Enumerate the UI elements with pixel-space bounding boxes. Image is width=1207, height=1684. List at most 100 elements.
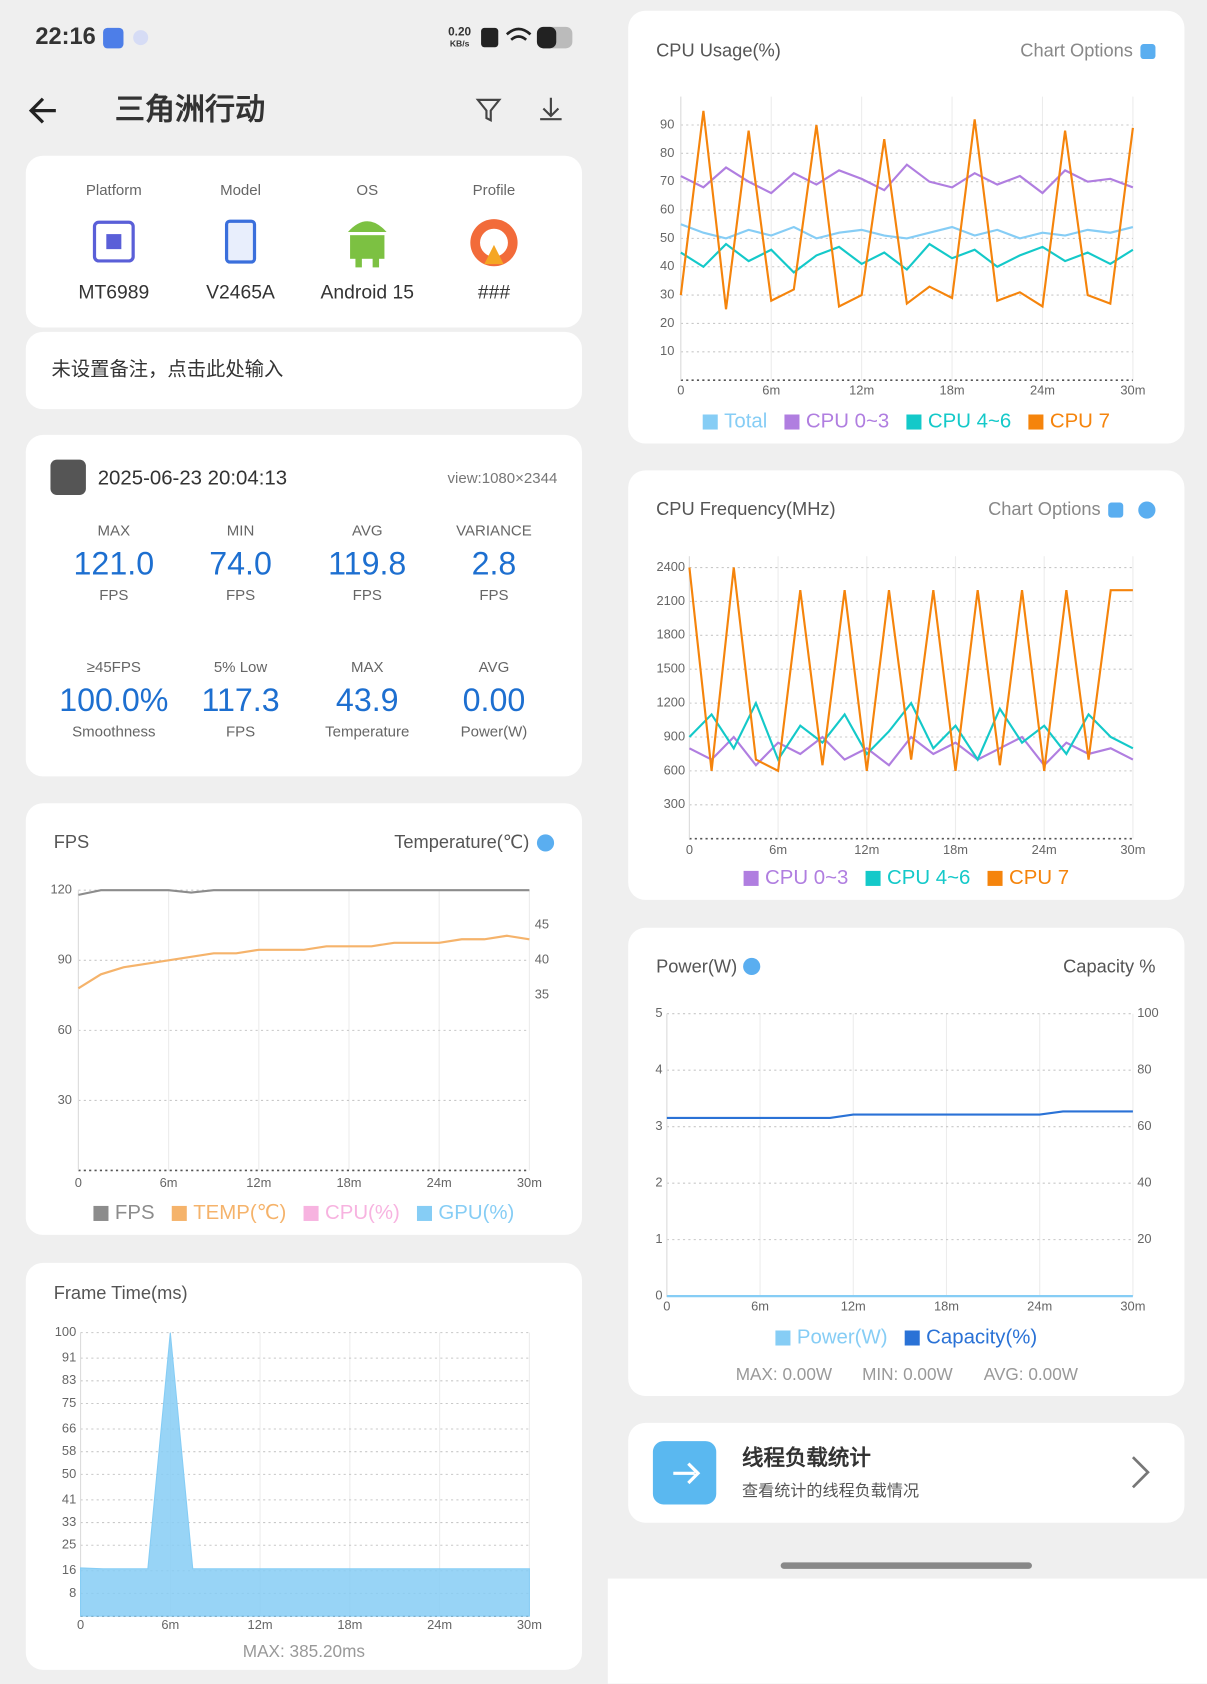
session-view: view:1080×2344 [448,470,558,487]
y-tick-label: 1500 [656,661,685,676]
stat-value: 119.8 [328,545,406,581]
series-line [77,934,530,990]
android-icon [372,257,380,268]
stat-unit: FPS [99,587,128,604]
legend-swatch [702,414,718,430]
y-tick-label: 70 [660,173,674,188]
options-icon[interactable] [1108,502,1124,518]
platform-icon [92,220,135,263]
stat-unit: Power(W) [461,723,528,740]
legend-swatch [906,414,922,430]
stat-unit: FPS [226,587,255,604]
y-tick-label: 2400 [656,559,685,574]
stat-label: 5% Low [214,659,268,676]
note-text[interactable]: 未设置备注，点击此处输入 [52,359,284,381]
x-tick-label: 30m [517,1175,542,1190]
switch-icon[interactable] [743,957,761,976]
legend-label: CPU(%) [325,1202,400,1224]
chart-title: CPU Frequency(MHz) [656,498,836,519]
series-line [78,889,530,896]
x-tick-label: 18m [943,842,968,857]
y-tick-label: 91 [62,1350,76,1365]
fps-card [25,803,583,1235]
android-icon [355,257,362,268]
y-tick-label: 1 [655,1231,662,1246]
x-tick-label: 0 [663,1298,670,1313]
stat-unit: FPS [226,723,255,740]
legend-label: TEMP(℃) [193,1202,286,1224]
options-icon[interactable] [1140,44,1156,60]
y-tick-label: 600 [664,762,685,777]
x-tick-label: 18m [337,1617,362,1632]
legend: FPS TEMP(℃) CPU(%) GPU(%) [93,1202,514,1224]
device-card [25,155,583,328]
legend-label: FPS [115,1202,155,1224]
stat-label: MAX [351,659,384,676]
x-tick-label: 12m [841,1298,866,1313]
chart-options[interactable]: Chart Options [1020,39,1133,60]
thread-title[interactable]: 线程负载统计 [742,1445,871,1470]
device-label: Profile [473,182,516,199]
y-tick-label: 41 [62,1491,76,1506]
x-tick-label: 6m [160,1175,178,1190]
x-tick-label: 6m [762,382,780,397]
stat-value: 0.00 [463,682,526,718]
stat-unit: Temperature [325,723,409,740]
status-icon [481,27,499,48]
legend-label: Power(W) [797,1326,888,1348]
download-button[interactable] [540,97,562,121]
y-tick-label: 1200 [656,695,685,710]
y-tick-label: 120 [50,882,71,897]
android-icon [347,221,387,232]
frame-max: MAX: 385.20ms [243,1641,365,1661]
back-button[interactable] [28,97,56,124]
chart-options[interactable]: Chart Options [988,498,1101,519]
y-tick-label: 90 [660,116,674,131]
platform-icon [106,234,122,250]
x-tick-label: 24m [1032,842,1057,857]
chevron[interactable] [1131,1456,1150,1489]
legend-label: Capacity(%) [926,1326,1037,1348]
y-tick-label: 5 [655,1005,662,1020]
chart-title: FPS [54,831,90,852]
thread-subtitle[interactable]: 查看统计的线程负载情况 [742,1482,919,1500]
device-label: Model [220,182,261,199]
device-label: Platform [86,182,142,199]
y-tick-label: 4 [655,1062,662,1077]
stat-unit: Smoothness [72,723,155,740]
y2-tick-label: 100 [1137,1005,1158,1020]
pie-icon[interactable] [1138,501,1156,519]
note-card[interactable] [25,331,583,410]
x-tick-label: 12m [248,1617,273,1632]
legend-swatch [743,870,759,886]
wifi-icon [505,27,532,41]
thread-card[interactable] [628,1422,1185,1523]
power-summary: MIN: 0.00W [862,1364,953,1384]
stat-value: 100.0% [59,682,168,718]
series-line [680,242,1134,274]
y-tick-label: 100 [55,1324,76,1339]
series-line [679,110,1134,310]
session-card [25,434,583,777]
filter-button[interactable] [475,98,502,123]
stat-label: VARIANCE [456,523,532,540]
y-tick-label: 30 [58,1092,72,1107]
x-tick-label: 0 [77,1617,84,1632]
y-tick-label: 80 [660,145,674,160]
x-tick-label: 12m [854,842,879,857]
stat-label: MIN [227,523,255,540]
x-tick-label: 30m [517,1617,542,1632]
chart-title: CPU Usage(%) [656,39,781,60]
legend-swatch [775,1330,791,1346]
y2-tick-label: 80 [1137,1062,1151,1077]
x-tick-label: 6m [161,1617,179,1632]
switch-icon[interactable] [536,834,555,852]
home-indicator[interactable] [780,1562,1032,1569]
y-tick-label: 2 [655,1175,662,1190]
y-tick-label: 60 [660,201,674,216]
model-icon [224,219,257,264]
power-summary: MAX: 0.00W [736,1364,833,1384]
y2-tick-label: 60 [1137,1118,1151,1133]
x-tick-label: 12m [849,382,874,397]
